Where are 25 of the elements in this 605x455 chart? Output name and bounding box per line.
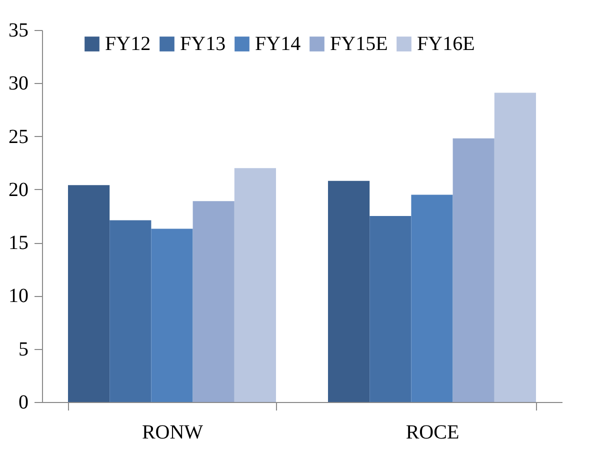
x-tick-label: RONW (142, 422, 204, 444)
y-tick-label: 30 (8, 72, 28, 95)
bar (452, 138, 494, 402)
y-tick-label: 5 (18, 338, 28, 360)
bar (110, 220, 152, 402)
bar (68, 185, 110, 402)
bar (151, 228, 193, 402)
y-tick-label: 35 (8, 20, 28, 42)
bar (234, 168, 276, 402)
y-tick-label: 15 (8, 232, 28, 254)
y-tick-label: 0 (18, 392, 28, 414)
y-tick-label: 20 (8, 178, 28, 201)
y-tick-label: 10 (8, 285, 28, 308)
legend-label: FY13 (180, 33, 226, 55)
legend-label: FY16E (417, 33, 475, 55)
legend-label: FY12 (105, 33, 151, 55)
bar (328, 180, 370, 402)
bar (370, 216, 412, 402)
bar (192, 201, 234, 402)
x-tick-label: ROCE (406, 422, 460, 444)
bar (411, 194, 453, 402)
legend-label: FY14 (255, 33, 301, 55)
legend-label: FY15E (330, 33, 388, 55)
y-tick-label: 25 (8, 126, 28, 148)
bar (494, 92, 536, 402)
